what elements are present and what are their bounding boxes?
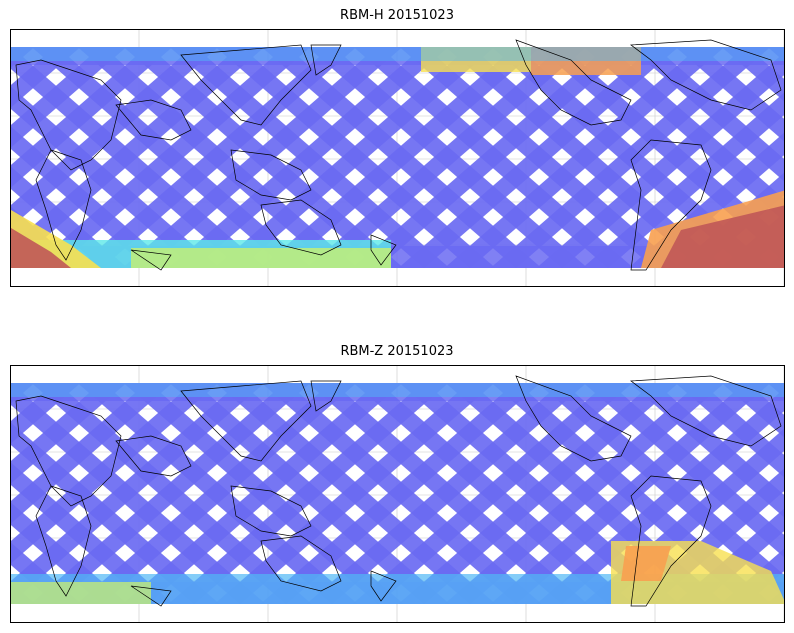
coastline: [115, 435, 192, 477]
zone-sw-midhigh: [11, 582, 151, 604]
coastline: [370, 570, 397, 602]
swath-descending: [398, 383, 679, 604]
coastline: [130, 249, 172, 271]
coastline: [180, 44, 312, 126]
panel-title-bottom: RBM-Z 20151023: [340, 344, 454, 359]
swath-descending: [11, 47, 173, 188]
coastline: [35, 485, 92, 597]
hot-zones-1: [11, 383, 784, 604]
zone-north-midlow: [11, 47, 784, 61]
zone-sam-higher: [621, 546, 671, 581]
swath-descending: [122, 383, 403, 604]
swath-descending: [352, 383, 633, 604]
swath-descending: [11, 383, 173, 524]
coastline: [310, 380, 342, 412]
zone-satl-max: [661, 205, 784, 268]
coastline: [180, 380, 312, 462]
coastline: [630, 375, 782, 447]
swath-descending: [536, 388, 784, 604]
swath-descending: [168, 383, 449, 604]
swath-descending: [76, 383, 357, 604]
swath-descending: [214, 383, 495, 604]
swath-descending: [352, 47, 633, 268]
coastline: [515, 375, 632, 462]
swath-descending: [582, 92, 784, 268]
coastline: [630, 39, 782, 111]
swath-descending: [398, 47, 679, 268]
swath-descending: [30, 47, 311, 268]
coastline: [15, 395, 122, 507]
zone-south-midhigh: [131, 248, 391, 268]
hot-zones-0: [11, 47, 784, 268]
coastline: [130, 585, 172, 607]
swath-descending: [444, 47, 725, 268]
swath-descending: [260, 47, 541, 268]
coastline: [630, 475, 712, 607]
swath-descending: [306, 383, 587, 604]
swath-descending: [11, 47, 81, 108]
swath-descending: [306, 47, 587, 268]
swath-descending: [11, 383, 81, 444]
coastline: [260, 199, 342, 256]
swath-descending: [30, 383, 311, 604]
coastline: [15, 59, 122, 171]
swath-descending: [11, 383, 219, 564]
coastline: [515, 39, 632, 126]
coastline: [230, 149, 312, 201]
swath-descending: [11, 383, 127, 484]
swath-descending: [11, 383, 265, 604]
swath-descending: [214, 47, 495, 268]
zone-sw-max: [11, 228, 71, 268]
coastlines-1: [15, 375, 782, 607]
swath-descending: [490, 47, 771, 268]
coastline: [630, 139, 712, 271]
coastline: [230, 485, 312, 537]
coastline: [260, 535, 342, 592]
swath-map-top: [11, 30, 784, 286]
coastline: [310, 44, 342, 76]
swath-descending: [11, 47, 127, 148]
swath-descending: [536, 52, 784, 268]
swath-descending: [11, 47, 219, 228]
coastline: [35, 149, 92, 261]
swath-descending: [168, 47, 449, 268]
swath-descending: [490, 383, 771, 604]
swath-descending: [76, 47, 357, 268]
map-bottom: [10, 365, 785, 623]
swath-descending: [444, 383, 725, 604]
swath-descending: [260, 383, 541, 604]
zone-north-midlow: [11, 383, 784, 397]
coastline: [115, 99, 192, 141]
coastlines-0: [15, 39, 782, 271]
coastline: [370, 234, 397, 266]
map-top: [10, 29, 785, 287]
swath-map-bottom: [11, 366, 784, 622]
panel-title-top: RBM-H 20151023: [340, 8, 454, 23]
swath-descending: [122, 47, 403, 268]
